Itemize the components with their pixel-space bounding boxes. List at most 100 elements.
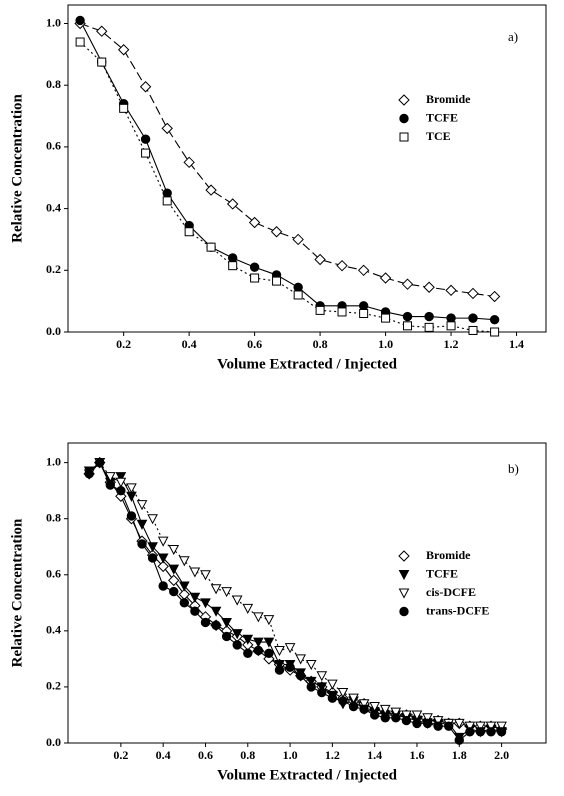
x-tick-label: 0.4	[182, 337, 197, 351]
data-point	[316, 671, 328, 682]
data-point	[467, 287, 479, 300]
data-point	[228, 261, 238, 271]
data-point	[403, 321, 413, 331]
data-point	[475, 721, 486, 732]
x-tick-label: 1.0	[283, 748, 298, 762]
data-point	[369, 710, 380, 720]
series-line	[79, 22, 495, 298]
y-tick-label: 0.4	[46, 623, 61, 637]
data-point	[189, 567, 201, 578]
data-point	[210, 584, 222, 595]
data-point	[464, 721, 476, 732]
data-point	[168, 564, 180, 575]
data-point	[136, 519, 148, 530]
data-point	[402, 311, 413, 322]
data-point	[206, 242, 216, 252]
data-point	[162, 196, 172, 206]
data-point	[264, 648, 274, 658]
data-point	[401, 710, 412, 721]
data-point	[169, 586, 179, 597]
data-point	[210, 606, 222, 617]
data-point	[253, 612, 264, 623]
x-tick-label: 1.4	[367, 748, 382, 762]
legend-marker	[398, 94, 410, 106]
data-point	[126, 491, 137, 502]
data-point	[205, 184, 217, 196]
data-point	[453, 718, 465, 729]
data-point	[496, 727, 507, 737]
legend-marker	[399, 113, 409, 124]
data-point	[465, 727, 475, 737]
data-point	[249, 262, 260, 272]
data-point	[200, 570, 211, 581]
data-point	[96, 25, 108, 37]
legend-label: Bromide	[426, 92, 471, 106]
legend-label: TCFE	[426, 110, 458, 124]
data-point	[158, 581, 168, 591]
data-point	[250, 273, 260, 283]
data-point	[168, 545, 180, 556]
data-point	[489, 314, 500, 325]
data-point	[327, 679, 338, 690]
legend-label: TCE	[426, 129, 451, 143]
data-point	[485, 721, 497, 732]
data-point	[422, 713, 433, 724]
data-point	[380, 713, 390, 723]
data-point	[379, 272, 392, 284]
data-point	[390, 707, 402, 718]
data-point	[424, 311, 434, 322]
data-point	[179, 598, 190, 608]
data-point	[227, 253, 238, 263]
y-tick-label: 0.0	[46, 735, 61, 749]
data-point	[105, 480, 116, 490]
plot-frame	[67, 4, 547, 333]
data-point	[293, 290, 303, 300]
data-point	[327, 693, 338, 703]
data-point	[147, 514, 158, 525]
x-tick-label: 1.6	[409, 748, 424, 762]
data-point	[253, 637, 264, 648]
data-point	[136, 500, 148, 511]
x-tick-label: 0.8	[313, 337, 328, 351]
data-point	[147, 553, 158, 563]
data-point	[306, 682, 316, 692]
data-point	[75, 37, 85, 47]
legend-label: trans-DCFE	[426, 603, 489, 617]
data-point	[391, 713, 401, 723]
y-tick-label: 0.0	[46, 324, 61, 338]
data-point	[348, 693, 359, 704]
data-point	[433, 721, 443, 731]
data-point	[184, 227, 194, 237]
annotation: a)	[508, 29, 518, 44]
y-axis-title: Relative Concentration	[9, 93, 25, 242]
data-point	[454, 735, 464, 745]
data-point	[411, 710, 423, 721]
data-point	[338, 696, 348, 706]
data-point	[401, 278, 414, 290]
data-point	[358, 699, 370, 710]
y-tick-label: 1.0	[46, 15, 61, 29]
data-point	[221, 587, 232, 598]
data-point	[221, 631, 232, 642]
x-tick-label: 1.0	[378, 337, 393, 351]
legend-marker	[399, 606, 409, 617]
data-point	[285, 662, 295, 672]
data-point	[272, 276, 282, 286]
data-point	[357, 264, 370, 277]
data-point	[446, 321, 456, 331]
data-point	[496, 721, 507, 732]
y-tick-label: 0.2	[46, 262, 61, 276]
legend-label: cis-DCFE	[426, 585, 476, 599]
series-line	[88, 461, 502, 727]
data-point	[293, 282, 303, 292]
x-axis-title: Volume Extracted / Injected	[217, 767, 397, 783]
data-point	[84, 469, 94, 479]
series-line	[79, 20, 495, 321]
data-point	[117, 44, 130, 56]
data-point	[359, 704, 369, 715]
series-line	[88, 461, 502, 741]
legend-label: TCFE	[426, 566, 458, 580]
y-tick-label: 0.8	[46, 77, 61, 91]
data-point	[119, 103, 129, 113]
data-point	[475, 727, 486, 737]
